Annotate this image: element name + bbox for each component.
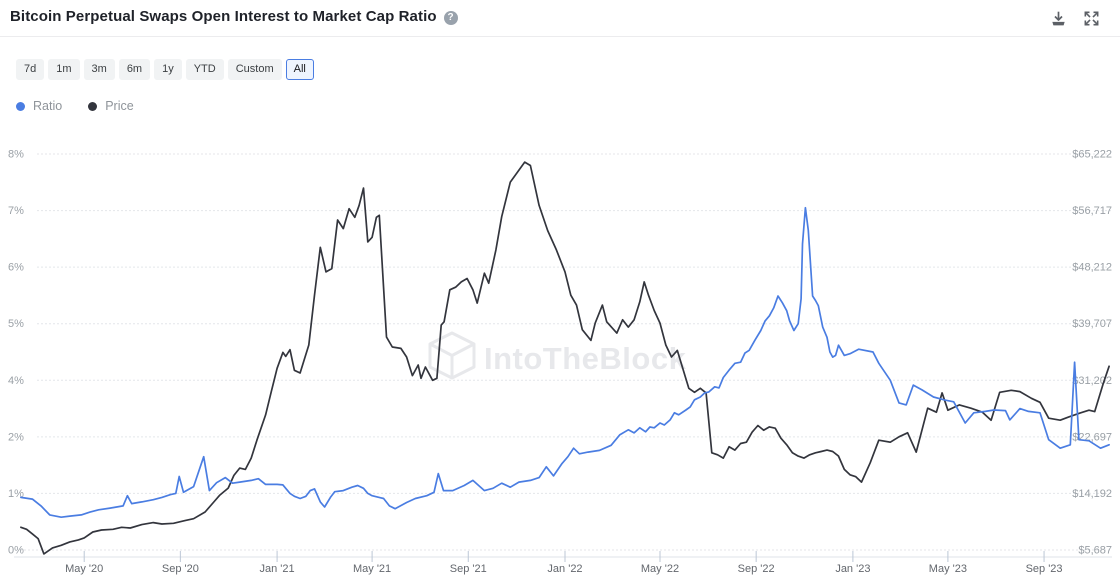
y-axis-right-label: $31,202 (1072, 375, 1112, 387)
legend-dot-ratio (16, 101, 25, 111)
watermark: IntoTheBlock (428, 331, 687, 380)
y-axis-left-label: 0% (8, 545, 24, 557)
y-axis-right-label: $5,687 (1078, 545, 1112, 557)
x-axis-label: May '22 (641, 563, 679, 575)
time-range-6m[interactable]: 6m (118, 59, 151, 80)
time-range-ytd[interactable]: YTD (185, 59, 224, 80)
intotheblock-logo-icon (428, 331, 476, 380)
fullscreen-button[interactable] (1083, 9, 1101, 27)
y-axis-right-label: $39,707 (1072, 318, 1112, 330)
x-axis-label: Jan '22 (547, 563, 582, 575)
x-axis-label: Sep '22 (738, 563, 775, 575)
y-axis-left-label: 2% (8, 431, 24, 443)
x-axis-label: May '20 (65, 563, 103, 575)
download-button[interactable] (1050, 9, 1068, 27)
legend-label-ratio: Ratio (33, 99, 63, 113)
watermark-text: IntoTheBlock (484, 341, 687, 376)
time-range-1y[interactable]: 1y (154, 59, 182, 80)
legend-dot-price (88, 101, 98, 111)
x-axis-label: Sep '20 (162, 563, 199, 575)
y-axis-left-label: 8% (8, 149, 24, 161)
page-title-text: Bitcoin Perpetual Swaps Open Interest to… (10, 8, 437, 25)
time-range-3m[interactable]: 3m (83, 59, 115, 80)
time-range-1m[interactable]: 1m (48, 59, 80, 80)
y-axis-right-label: $65,222 (1072, 149, 1112, 161)
x-axis-label: Jan '23 (835, 563, 870, 575)
x-axis-label: Jan '21 (260, 563, 295, 575)
header-divider (0, 36, 1120, 37)
y-axis-left-label: 4% (8, 375, 24, 387)
y-axis-right-label: $56,717 (1072, 205, 1112, 217)
x-axis-label: May '21 (353, 563, 391, 575)
legend-item-ratio[interactable]: Ratio (16, 99, 62, 113)
ratio-line (20, 206, 1110, 519)
x-axis-label: Sep '21 (450, 563, 487, 575)
page-title: Bitcoin Perpetual Swaps Open Interest to… (10, 8, 458, 25)
time-range-custom[interactable]: Custom (227, 59, 282, 80)
y-axis-right-label: $14,192 (1072, 488, 1112, 500)
legend-item-price[interactable]: Price (88, 99, 134, 113)
y-axis-left-label: 6% (8, 262, 24, 274)
time-range-7d[interactable]: 7d (16, 59, 45, 80)
help-icon[interactable]: ? (443, 11, 458, 25)
time-range-selector: 7d 1m 3m 6m 1y YTD Custom All (16, 59, 314, 80)
download-icon (1050, 10, 1068, 27)
y-axis-right-label: $48,212 (1072, 262, 1112, 274)
legend-label-price: Price (105, 99, 134, 113)
x-axis-label: May '23 (929, 563, 967, 575)
y-axis-left-label: 7% (8, 205, 24, 217)
fullscreen-icon (1083, 10, 1101, 27)
y-axis-left-label: 5% (8, 318, 24, 330)
y-axis-left-label: 1% (8, 488, 24, 500)
price-line (20, 161, 1110, 555)
time-range-all[interactable]: All (285, 59, 314, 80)
chart-legend: Ratio Price (16, 99, 134, 113)
x-axis-label: Sep '23 (1026, 563, 1063, 575)
